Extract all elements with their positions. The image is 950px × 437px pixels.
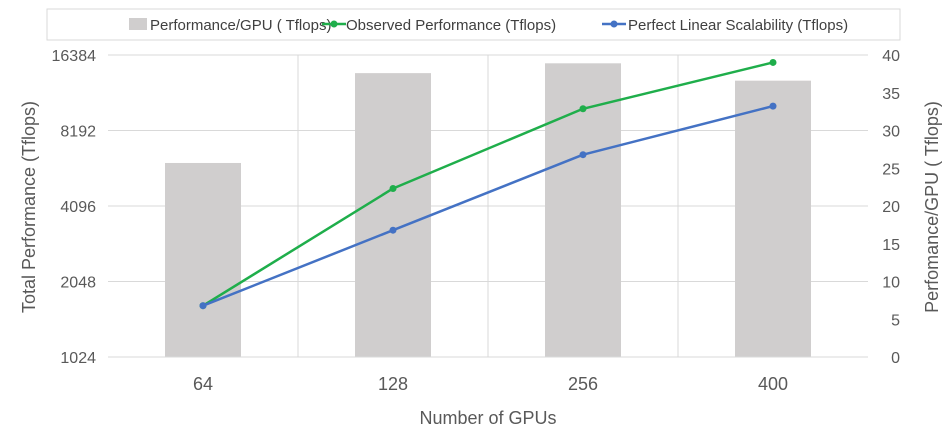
y-axis-right-ticks: 0 5 10 15 20 25 30 35 40: [882, 48, 900, 367]
y-left-tick-label: 8192: [60, 124, 96, 141]
legend-swatch-bar: [129, 18, 147, 30]
observed-performance-point: [389, 184, 397, 192]
bar: [355, 73, 431, 358]
observed-performance-point: [769, 58, 777, 66]
y-right-tick-label: 35: [882, 86, 900, 103]
y-right-tick-label: 0: [891, 350, 900, 367]
x-tick-label: 400: [758, 374, 788, 394]
y-right-tick-label: 5: [891, 312, 900, 329]
legend-label-observed: Observed Performance (Tflops): [346, 17, 556, 34]
linear-scalability-line: [202, 104, 774, 307]
x-axis-ticks: 64 128 256 400: [193, 374, 788, 394]
y-right-tick-label: 20: [882, 199, 900, 216]
linear-scalability-point: [579, 151, 587, 159]
y-left-tick-label: 4096: [60, 199, 96, 216]
observed-performance-line: [202, 61, 774, 307]
legend: Performance/GPU ( Tflops) Observed Perfo…: [129, 17, 848, 34]
linear-scalability-point: [769, 102, 777, 110]
y-left-tick-label: 1024: [60, 350, 96, 367]
legend-label-linear: Perfect Linear Scalability (Tflops): [628, 17, 848, 34]
y-right-tick-label: 30: [882, 124, 900, 141]
linear-scalability-point: [199, 302, 207, 310]
y-axis-left-title: Total Performance (Tflops): [19, 101, 39, 313]
legend-marker-linear: [610, 20, 618, 28]
legend-label-bar: Performance/GPU ( Tflops): [150, 17, 331, 34]
bar: [735, 80, 811, 358]
legend-marker-observed: [330, 20, 338, 28]
y-axis-left-ticks: 1024 2048 4096 8192 16384: [52, 48, 97, 367]
x-tick-label: 256: [568, 374, 598, 394]
x-tick-label: 128: [378, 374, 408, 394]
y-right-tick-label: 40: [882, 48, 900, 65]
series-lines: [199, 58, 777, 310]
y-left-tick-label: 2048: [60, 275, 96, 292]
legend-frame: [46, 8, 901, 41]
linear-scalability-point: [389, 226, 397, 234]
observed-performance-point: [579, 105, 587, 113]
y-axis-right-title: Perfomance/GPU ( Tflops): [922, 101, 942, 313]
y-right-tick-label: 10: [882, 275, 900, 292]
y-right-tick-label: 15: [882, 237, 900, 254]
y-left-tick-label: 16384: [52, 48, 97, 65]
x-tick-label: 64: [193, 374, 213, 394]
bars: [165, 63, 811, 358]
bar: [165, 162, 241, 357]
y-right-tick-label: 25: [882, 161, 900, 178]
x-axis-title: Number of GPUs: [419, 408, 556, 428]
